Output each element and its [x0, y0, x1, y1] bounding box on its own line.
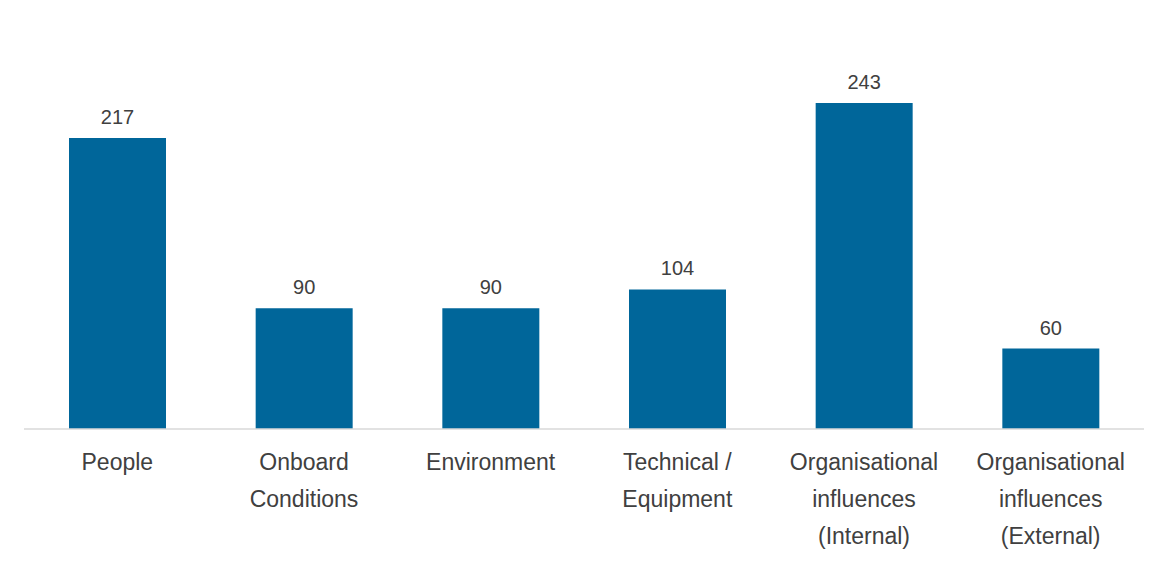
svg-text:Environment: Environment: [426, 449, 556, 475]
svg-text:217: 217: [101, 106, 134, 128]
svg-text:60: 60: [1040, 317, 1062, 339]
svg-text:90: 90: [480, 276, 502, 298]
svg-text:People: People: [82, 449, 154, 475]
svg-text:90: 90: [293, 276, 315, 298]
svg-text:Organisationalinfluences(Exter: Organisationalinfluences(External): [977, 449, 1125, 549]
svg-text:104: 104: [661, 257, 694, 279]
svg-text:Technical /Equipment: Technical /Equipment: [622, 449, 733, 512]
svg-text:243: 243: [847, 71, 880, 93]
svg-text:Organisationalinfluences(Inter: Organisationalinfluences(Internal): [790, 449, 938, 549]
svg-text:OnboardConditions: OnboardConditions: [250, 449, 359, 512]
